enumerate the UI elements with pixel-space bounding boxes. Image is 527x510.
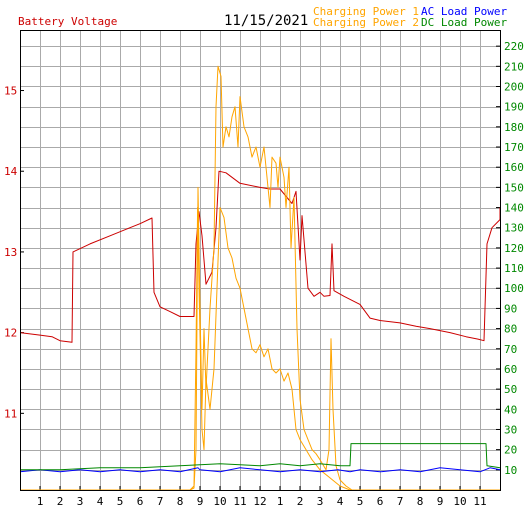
right-axis-tick-label: 30: [504, 423, 517, 436]
x-axis-tick-label: 7: [157, 495, 164, 508]
series-ac-load-power: [19, 467, 501, 473]
legend-dc-load-power: DC Load Power: [421, 16, 507, 29]
series-battery-voltage: [19, 170, 501, 343]
x-axis-tick-label: 5: [357, 495, 364, 508]
series-dc-load-power: [20, 443, 501, 471]
left-axis-tick-label: 14: [4, 165, 18, 178]
x-axis-tick-label: 7: [397, 495, 404, 508]
left-axis-tick-label: 13: [4, 246, 17, 259]
x-axis-tick-label: 5: [117, 495, 124, 508]
right-axis-tick-label: 90: [504, 302, 517, 315]
right-axis-tick-label: 180: [504, 121, 524, 134]
left-axis-tick-label: 15: [4, 85, 17, 98]
x-axis-tick-label: 2: [297, 495, 304, 508]
left-axis-tick-label: 11: [4, 407, 17, 420]
chart-title: 11/15/2021: [224, 13, 308, 29]
x-axis-tick-label: 4: [337, 495, 344, 508]
right-axis-tick-label: 200: [504, 80, 524, 93]
x-axis-tick-label: 3: [77, 495, 84, 508]
right-axis-ticks: 10 20 30 40 50 60 70 80 90 100 110 120 130 140 150 160 1…: [496, 40, 524, 477]
left-axis-tick-label: 12: [4, 327, 17, 340]
right-axis-tick-label: 110: [504, 262, 524, 275]
right-axis-tick-label: 40: [504, 403, 517, 416]
x-axis-tick-label: 10: [453, 495, 466, 508]
left-axis-label: Battery Voltage: [18, 15, 117, 28]
x-axis-tick-label: 8: [417, 495, 424, 508]
legend-charging-power-2: Charging Power 2: [313, 16, 419, 29]
series-charging-power-1: [20, 207, 500, 491]
right-axis-tick-label: 220: [504, 40, 524, 53]
series-group: [19, 65, 501, 491]
right-axis-tick-label: 190: [504, 101, 524, 114]
right-axis-tick-label: 10: [504, 464, 517, 477]
right-axis-tick-label: 50: [504, 383, 517, 396]
right-axis-tick-label: 170: [504, 141, 524, 154]
right-axis-tick-label: 70: [504, 343, 517, 356]
right-axis-tick-label: 120: [504, 242, 524, 255]
x-axis-tick-label: 9: [437, 495, 444, 508]
right-axis-tick-label: 130: [504, 222, 524, 235]
right-axis-tick-label: 160: [504, 161, 524, 174]
left-axis-ticks: 11 12 13 14 15: [4, 85, 24, 420]
x-axis-tick-label: 9: [197, 495, 204, 508]
x-axis-tick-label: 6: [137, 495, 144, 508]
right-axis-tick-label: 210: [504, 60, 524, 73]
plot-frame: [20, 30, 501, 491]
right-axis-tick-label: 150: [504, 181, 524, 194]
legend-charging-power-1: Charging Power 1: [313, 5, 419, 18]
right-axis-tick-label: 140: [504, 202, 524, 215]
series-charging-power-2: [20, 65, 500, 491]
right-axis-tick-label: 80: [504, 323, 517, 336]
x-axis-tick-label: 11: [233, 495, 246, 508]
x-axis-tick-label: 10: [213, 495, 226, 508]
right-axis-tick-label: 60: [504, 363, 517, 376]
x-axis-tick-label: 3: [317, 495, 324, 508]
x-axis-tick-label: 8: [177, 495, 184, 508]
right-axis-tick-label: 20: [504, 444, 517, 457]
x-axis-ticks: 1 2 3 4 5 6 7 8 9 10 11 12 1 2 3 4 5 6 7 8 9 10 11: [37, 486, 487, 508]
x-axis-tick-label: 6: [377, 495, 384, 508]
x-axis-tick-label: 11: [473, 495, 486, 508]
x-axis-tick-label: 12: [253, 495, 266, 508]
x-axis-tick-label: 1: [277, 495, 284, 508]
x-axis-tick-label: 2: [57, 495, 64, 508]
right-axis-tick-label: 100: [504, 282, 524, 295]
legend-ac-load-power: AC Load Power: [421, 5, 507, 18]
x-axis-tick-label: 4: [97, 495, 104, 508]
x-axis-tick-label: 1: [37, 495, 44, 508]
